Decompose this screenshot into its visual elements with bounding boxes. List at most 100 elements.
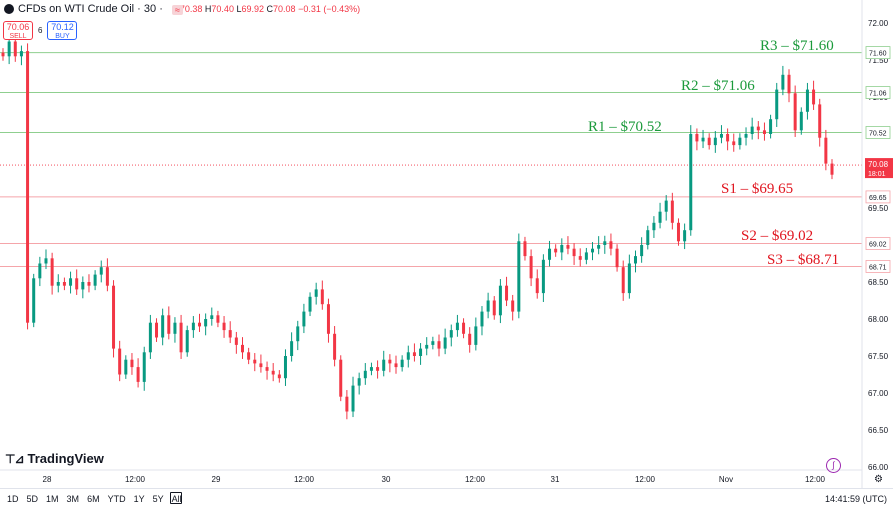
- candle-body: [707, 137, 711, 146]
- candle-body: [93, 274, 97, 286]
- candle-body: [240, 344, 244, 353]
- candle-body: [664, 200, 668, 212]
- level-label-r3: R3 – $71.60: [760, 38, 834, 54]
- level-tag-s3: 68.71: [869, 264, 887, 271]
- period-all[interactable]: All: [171, 494, 182, 504]
- x-tick-label: 28: [43, 475, 52, 484]
- candle-body: [787, 74, 791, 94]
- gear-icon[interactable]: ⚙: [874, 474, 883, 485]
- candle-body: [683, 230, 687, 242]
- period-3m[interactable]: 3M: [66, 494, 80, 504]
- level-label-s3: S3 – $68.71: [767, 252, 839, 268]
- candle-body: [185, 330, 189, 353]
- period-1y[interactable]: 1Y: [133, 494, 145, 504]
- candle-body: [283, 356, 287, 379]
- level-tag-r3: 71.60: [869, 51, 887, 58]
- candle-body: [775, 89, 779, 120]
- candle-body: [363, 370, 367, 379]
- candle-body: [136, 367, 140, 382]
- candle-body: [818, 104, 822, 138]
- period-ytd[interactable]: YTD: [107, 494, 126, 504]
- candle-body: [676, 222, 680, 242]
- tradingview-wordmark: TradingView: [27, 451, 104, 466]
- candle-body: [112, 285, 116, 349]
- candle-body: [695, 134, 699, 142]
- candle-body: [351, 385, 355, 412]
- candle-body: [646, 230, 650, 245]
- candle-body: [566, 245, 570, 249]
- candle-body: [296, 326, 300, 342]
- candle-body: [437, 341, 441, 349]
- y-tick-label: 68.50: [868, 278, 889, 287]
- candle-body: [548, 248, 552, 260]
- candle-body: [75, 278, 79, 290]
- countdown-tag: 18:01: [868, 171, 886, 178]
- candle-body: [621, 267, 625, 294]
- candle-body: [830, 163, 834, 175]
- candle-body: [627, 263, 631, 294]
- utc-clock[interactable]: 14:41:59 (UTC): [824, 494, 887, 504]
- level-tag-r2: 71.06: [869, 91, 887, 98]
- level-label-r1: R1 – $70.52: [588, 119, 662, 135]
- candle-body: [369, 367, 373, 371]
- price-axis[interactable]: 72.0071.5071.0070.5070.0069.5069.0068.50…: [861, 0, 893, 488]
- candle-body: [179, 322, 183, 353]
- candle-body: [32, 278, 36, 323]
- candle-body: [529, 256, 533, 279]
- y-tick-label: 67.50: [868, 352, 889, 361]
- level-tag-s1: 69.65: [869, 195, 887, 202]
- candle-body: [320, 289, 324, 305]
- period-1d[interactable]: 1D: [7, 494, 19, 504]
- level-labels: R3 – $71.60 R2 – $71.06 R1 – $70.52 S1 – $6…: [588, 38, 839, 268]
- buy-button[interactable]: 70.12 BUY: [47, 21, 78, 40]
- candle-body: [302, 311, 306, 327]
- candle-body: [615, 248, 619, 268]
- candle-body: [173, 322, 177, 334]
- y-tick-label: 71.50: [868, 56, 889, 65]
- calendar-icon[interactable]: [170, 492, 182, 504]
- y-tick-label: 69.50: [868, 204, 889, 213]
- candle-body: [756, 126, 760, 131]
- candle-body: [511, 300, 515, 312]
- candle-body: [799, 111, 803, 131]
- sell-price: 70.06: [6, 22, 30, 32]
- candle-body: [210, 315, 214, 319]
- tradingview-mark-icon: ⊤⊿: [5, 451, 24, 466]
- chart-header: CFDs on WTI Crude Oil · 30 · O70.38 H70.…: [4, 3, 360, 15]
- candle-body: [769, 119, 773, 134]
- price-chart[interactable]: R3 – $71.60 R2 – $71.06 R1 – $70.52 S1 – $6…: [0, 0, 893, 488]
- candle-body: [523, 241, 527, 257]
- candle-body: [591, 248, 595, 253]
- candle-body: [99, 267, 103, 275]
- sell-button[interactable]: 70.06 SELL: [3, 21, 33, 40]
- ohlc-high: 70.40: [211, 4, 234, 14]
- time-axis[interactable]: 28 12:00 29 12:00 30 12:00 31 12:00 Nov 12:00: [0, 469, 862, 484]
- symbol-title[interactable]: CFDs on WTI Crude Oil · 30 ·: [18, 3, 163, 15]
- candles: [1, 32, 834, 420]
- candle-body: [713, 137, 717, 146]
- market-closed-icon[interactable]: ≈: [172, 5, 183, 15]
- period-5d[interactable]: 5D: [26, 494, 39, 504]
- candle-body: [69, 278, 73, 286]
- magic-wand-icon[interactable]: ∫: [826, 458, 841, 473]
- symbol-logo-icon: [4, 4, 14, 14]
- tradingview-logo: ⊤⊿ TradingView: [5, 451, 104, 466]
- x-tick-label: 12:00: [125, 475, 146, 484]
- ohlc-close: 70.08: [273, 4, 296, 14]
- candle-body: [468, 333, 472, 345]
- period-6m[interactable]: 6M: [87, 494, 100, 504]
- y-tick-label: 66.00: [868, 463, 889, 472]
- level-lines: [0, 52, 862, 267]
- bottom-toolbar: 1D 5D 1M 3M 6M YTD 1Y 5Y All 14:41:59 (UTC): [0, 488, 893, 508]
- period-1m[interactable]: 1M: [46, 494, 59, 504]
- candle-body: [81, 282, 85, 290]
- candle-body: [204, 319, 208, 327]
- candle-body: [425, 344, 429, 349]
- candle-body: [1, 52, 5, 57]
- candle-body: [462, 322, 466, 334]
- candle-body: [805, 89, 809, 112]
- candle-body: [13, 41, 17, 57]
- period-5y[interactable]: 5Y: [152, 494, 164, 504]
- candle-body: [26, 51, 30, 323]
- candle-body: [277, 374, 281, 379]
